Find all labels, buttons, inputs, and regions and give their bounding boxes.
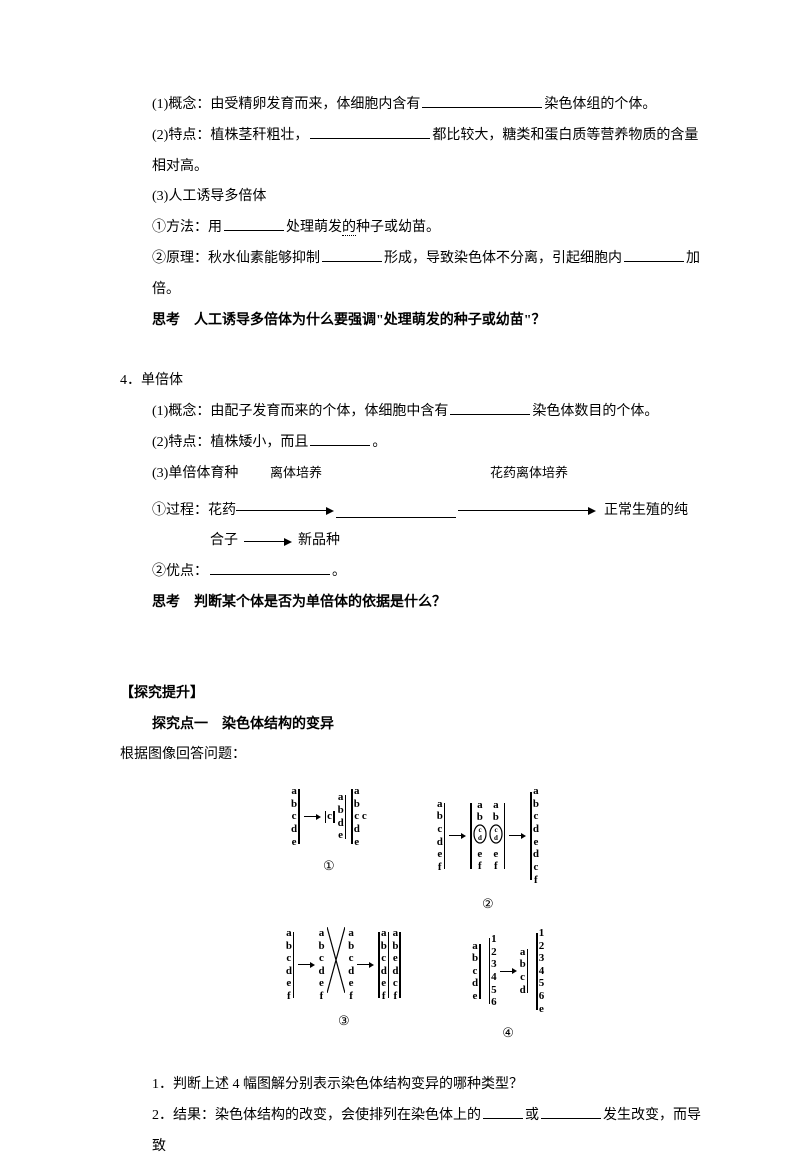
text: 染色体结构的变异 [222, 717, 334, 732]
text: 判断某个体是否为单倍体的依据是什么？ [194, 595, 446, 610]
text: (1)概念：由受精卵发育而来，体细胞内含有 [152, 97, 420, 112]
text: (2)特点：植株矮小，而且 [152, 435, 308, 450]
item-3: (3)人工诱导多倍体 [120, 182, 710, 213]
blank [624, 248, 684, 262]
question-1: 1．判断上述 4 幅图解分别表示染色体结构变异的哪种类型？ [120, 1070, 710, 1101]
text: (1)概念：由配子发育而来的个体，体细胞中含有 [152, 404, 448, 419]
process-line-2: 合子 新品种 [120, 526, 710, 557]
question-2: 2．结果：染色体结构的改变，会使排列在染色体上的或发生改变，而导致 [120, 1101, 710, 1162]
diagram-3: abcdef abcdef abcdef abcdef abedcf ③ [286, 927, 402, 1048]
text: ②优点： [152, 564, 208, 579]
s4-2: (2)特点：植株矮小，而且 。 [120, 428, 710, 459]
svg-text:d: d [478, 834, 482, 842]
text: 探究点一 [152, 717, 208, 732]
text: 合子 [210, 526, 238, 557]
text: 。 [332, 564, 346, 579]
text: (3)人工诱导多倍体 [152, 189, 266, 204]
arrow-icon [458, 507, 596, 515]
circ-num: ① [323, 852, 335, 881]
text: ①过程：花药 [152, 496, 236, 527]
svg-text:c: c [494, 826, 497, 834]
blank [483, 1105, 523, 1119]
diagram-row-1: abcde c abde abcde c ① abcdef abcdef [291, 785, 539, 919]
label: 思考 [152, 595, 180, 610]
circ-num: ③ [338, 1007, 350, 1036]
s4-3: (3)单倍体育种 离体培养 花药离体培养 [120, 459, 710, 490]
circ-num: ② [482, 890, 494, 919]
label-above-1: 离体培养 [270, 459, 322, 488]
diagram-1: abcde c abde abcde c ① [291, 785, 367, 919]
diagram-4: abcde 123456 abcd 123456e ④ [472, 927, 544, 1048]
text: 染色体组的个体。 [544, 97, 656, 112]
diagram-2: abcdef abcdef abcdef abcdedcf ② [437, 785, 539, 919]
text: 人工诱导多倍体为什么要强调"处理萌发的种子或幼苗"？ [194, 313, 546, 328]
label: 思考 [152, 313, 180, 328]
blank [450, 401, 530, 415]
think-2: 思考 判断某个体是否为单倍体的依据是什么？ [120, 588, 710, 619]
item-3b: ②原理：秋水仙素能够抑制形成，导致染色体不分离，引起细胞内加倍。 [120, 244, 710, 306]
s4-1: (1)概念：由配子发育而来的个体，体细胞中含有 染色体数目的个体。 [120, 397, 710, 428]
blank [310, 125, 430, 139]
blank [310, 432, 370, 446]
text: 正常生殖的纯 [604, 496, 688, 527]
arrow-icon [244, 538, 292, 546]
text: ②原理：秋水仙素能够抑制 [152, 251, 320, 266]
text: 根据图像回答问题： [120, 747, 246, 762]
think-1: 思考 人工诱导多倍体为什么要强调"处理萌发的种子或幼苗"？ [120, 306, 710, 337]
text: 处理萌发 [286, 220, 342, 235]
blank [322, 248, 382, 262]
blank [336, 504, 456, 518]
concept-1: (1)概念：由受精卵发育而来，体细胞内含有 染色体组的个体。 [120, 90, 710, 121]
explore-title: 【探究提升】 [120, 679, 710, 710]
item-3a: ①方法：用 处理萌发的种子或幼苗。 [120, 213, 710, 244]
text: 2．结果：染色体结构的改变，会使排列在染色体上的 [152, 1108, 481, 1123]
svg-text:d: d [494, 834, 498, 842]
text: (2)特点：植株茎秆粗壮， [152, 128, 308, 143]
blank [422, 94, 542, 108]
dotted: 的 [342, 220, 356, 236]
explore-sub: 探究点一 染色体结构的变异 [120, 710, 710, 741]
circ-num: ④ [502, 1019, 514, 1048]
text: 染色体数目的个体。 [532, 404, 658, 419]
text: 【探究提升】 [120, 686, 204, 701]
diagram-row-2: abcdef abcdef abcdef abcdef abedcf ③ abc… [286, 927, 544, 1048]
svg-text:c: c [478, 826, 481, 834]
blank [541, 1105, 601, 1119]
text: 1．判断上述 4 幅图解分别表示染色体结构变异的哪种类型？ [152, 1077, 523, 1092]
arrow-icon [236, 507, 334, 515]
text: 或 [525, 1108, 539, 1123]
text: (3)单倍体育种 [152, 466, 238, 481]
s4-3b: ②优点： 。 [120, 557, 710, 588]
text: 。 [372, 435, 386, 450]
diagram-container: abcde c abde abcde c ① abcdef abcdef [120, 785, 710, 1056]
process-line-1: ①过程：花药 正常生殖的纯 [120, 496, 710, 527]
label-above-2: 花药离体培养 [490, 459, 568, 488]
explore-intro: 根据图像回答问题： [120, 740, 710, 771]
blank [210, 561, 330, 575]
text: 4．单倍体 [120, 373, 183, 388]
text: 种子或幼苗。 [356, 220, 440, 235]
text: ①方法：用 [152, 220, 222, 235]
blank [224, 217, 284, 231]
feature-2: (2)特点：植株茎秆粗壮，都比较大，糖类和蛋白质等营养物质的含量相对高。 [120, 121, 710, 183]
text: 形成，导致染色体不分离，引起细胞内 [384, 251, 622, 266]
section-4-title: 4．单倍体 [120, 366, 710, 397]
text: 新品种 [298, 526, 340, 557]
